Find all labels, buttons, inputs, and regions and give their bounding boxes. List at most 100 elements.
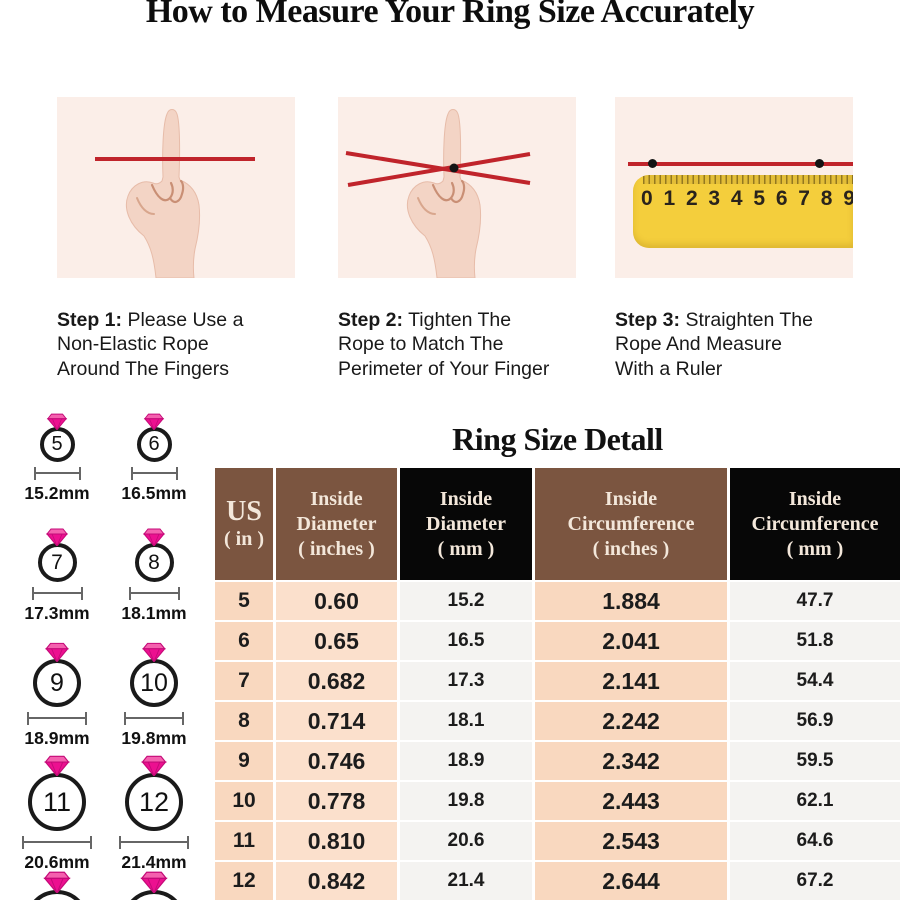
diameter-label: 17.3mm: [24, 603, 90, 623]
ruler-number-5: 5: [753, 187, 766, 210]
ruler-number-7: 7: [798, 187, 810, 210]
rope-knot-dot: [449, 163, 459, 173]
table-cell-row-4-col-5: 56.9: [730, 702, 900, 740]
table-cell-row-4-col-4: 2.242: [535, 702, 727, 740]
rope-start-dot: [648, 159, 657, 168]
table-cell-row-8-col-4: 2.644: [535, 862, 727, 900]
table-cell-row-8-col-3: 21.4: [400, 862, 532, 900]
table-cell-row-1-col-3: 15.2: [400, 582, 532, 620]
diameter-bracket: [124, 712, 184, 725]
diamond-icon: [140, 642, 168, 663]
diameter-bracket: [128, 587, 180, 600]
ruler-number-9: 9: [843, 187, 853, 210]
diameter-label: 21.4mm: [121, 852, 187, 872]
ring-circle: 6: [136, 427, 172, 462]
table-cell-row-3-col-5: 54.4: [730, 662, 900, 700]
table-cell-row-1-col-2: 0.60: [276, 582, 397, 620]
step-2-label: Step 2:: [338, 308, 404, 331]
ring-item-size-9: 9 18.9mm: [24, 642, 90, 749]
diamond-icon: [45, 413, 69, 431]
table-header-col-3: Inside Diameter( mm ): [400, 468, 532, 580]
step-3-caption: Step 3: Straighten The Rope And Measure …: [615, 308, 873, 382]
ring-item-size-11: 11 20.6mm: [22, 755, 92, 873]
ruler-number-4: 4: [730, 187, 743, 210]
table-cell-row-1-col-5: 47.7: [730, 582, 900, 620]
ring-circle: 11: [28, 773, 86, 831]
ruler-tick-band: [643, 175, 853, 184]
diameter-bracket: [130, 467, 178, 480]
ring-circle: 12: [125, 773, 183, 831]
ruler-number-8: 8: [820, 187, 833, 210]
table-header-col-5: Inside Circumference( mm ): [730, 468, 900, 580]
rope-end-dot: [815, 159, 824, 168]
ring-item-size-6: 6 16.5mm: [121, 413, 187, 504]
table-cell-row-1-col-4: 1.884: [535, 582, 727, 620]
diamond-icon: [138, 871, 170, 895]
diamond-icon: [44, 528, 70, 548]
table-cell-row-3-col-1: 7: [215, 662, 273, 700]
table-header-col-4: Inside Circumference( inches ): [535, 468, 727, 580]
table-cell-row-1-col-1: 5: [215, 582, 273, 620]
table-cell-row-2-col-2: 0.65: [276, 622, 397, 660]
diamond-icon: [139, 755, 169, 778]
diameter-label: 20.6mm: [24, 852, 90, 872]
table-cell-row-7-col-4: 2.543: [535, 822, 727, 860]
step-2-panel: [338, 97, 576, 278]
ring-circle: 9: [33, 659, 81, 707]
table-cell-row-2-col-5: 51.8: [730, 622, 900, 660]
table-cell-row-8-col-5: 67.2: [730, 862, 900, 900]
rope-line-b: [347, 152, 531, 187]
ring-circle: 8: [134, 543, 174, 582]
table-cell-row-6-col-4: 2.443: [535, 782, 727, 820]
table-cell-row-7-col-1: 11: [215, 822, 273, 860]
table-cell-row-6-col-3: 19.8: [400, 782, 532, 820]
page-title: How to Measure Your Ring Size Accurately: [145, 0, 755, 30]
diameter-bracket: [33, 467, 81, 480]
table-cell-row-3-col-2: 0.682: [276, 662, 397, 700]
table-cell-row-6-col-5: 62.1: [730, 782, 900, 820]
ring-item-size-8: 8 18.1mm: [121, 528, 187, 624]
diameter-label: 18.1mm: [121, 603, 187, 623]
table-title: Ring Size Detall: [452, 421, 663, 457]
ring-item-size-10: 10 19.8mm: [121, 642, 187, 749]
diameter-bracket: [22, 836, 92, 849]
ruler-number-2: 2: [685, 187, 698, 210]
ruler-number-6: 6: [775, 187, 788, 210]
hand-crossed-rope-illustration: [345, 108, 531, 278]
ruler-number-1: 1: [663, 187, 676, 210]
diamond-icon: [42, 755, 72, 778]
ring-circle: 7: [37, 543, 77, 582]
step-1-text: Please Use a Non-Elastic Rope Around The…: [57, 308, 244, 380]
diameter-label: 19.8mm: [121, 728, 187, 748]
step-1-panel: [57, 97, 295, 278]
diamond-icon: [142, 413, 166, 431]
ring-item-size-12: 12 21.4mm: [119, 755, 189, 873]
table-cell-row-2-col-4: 2.041: [535, 622, 727, 660]
hand-straight-rope-illustration: [95, 108, 255, 278]
table-cell-row-6-col-2: 0.778: [276, 782, 397, 820]
ring-item-size-5: 5 15.2mm: [24, 413, 90, 504]
ring-item-size-7: 7 17.3mm: [24, 528, 90, 624]
diameter-label: 18.9mm: [24, 728, 90, 748]
table-cell-row-3-col-3: 17.3: [400, 662, 532, 700]
ring-item-partial: [19, 871, 95, 900]
step-1-label: Step 1:: [57, 308, 123, 331]
table-cell-row-3-col-4: 2.141: [535, 662, 727, 700]
ring-circle: 10: [130, 659, 178, 707]
table-header-col-2: Inside Diameter( inches ): [276, 468, 397, 580]
step-2-caption: Step 2: Tighten The Rope to Match The Pe…: [338, 308, 596, 382]
table-cell-row-2-col-1: 6: [215, 622, 273, 660]
ring-circle: 5: [39, 427, 75, 462]
diameter-label: 15.2mm: [24, 483, 90, 503]
table-cell-row-4-col-2: 0.714: [276, 702, 397, 740]
table-cell-row-4-col-3: 18.1: [400, 702, 532, 740]
step-1-caption: Step 1: Please Use a Non-Elastic Rope Ar…: [57, 308, 315, 382]
diameter-bracket: [31, 587, 83, 600]
diameter-bracket: [119, 836, 189, 849]
step-3-label: Step 3:: [615, 308, 681, 331]
step-3-text: Straighten The Rope And Measure With a R…: [615, 308, 813, 380]
